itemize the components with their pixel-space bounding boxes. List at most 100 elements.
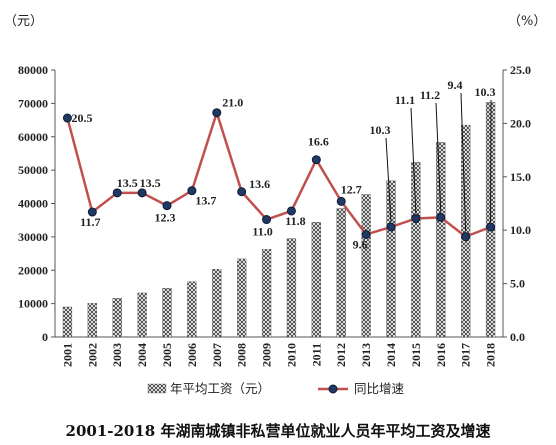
growth-point — [436, 212, 446, 222]
left-tick-label: 40000 — [18, 197, 48, 211]
growth-data-label: 13.5 — [140, 176, 161, 190]
x-tick-label: 2002 — [85, 343, 99, 367]
growth-point — [162, 201, 172, 211]
right-axis-unit: （%） — [508, 14, 547, 29]
growth-data-label: 13.6 — [249, 177, 270, 191]
wage-bar — [212, 269, 222, 338]
x-tick-label: 2018 — [484, 343, 498, 367]
growth-line — [62, 108, 496, 242]
x-tick-label: 2006 — [185, 343, 199, 367]
wage-bar — [187, 281, 197, 338]
growth-point — [237, 187, 247, 197]
growth-point — [386, 222, 396, 232]
growth-data-label: 11.7 — [80, 215, 100, 229]
wage-bar — [87, 303, 97, 338]
left-tick-label: 0 — [42, 330, 48, 344]
growth-data-label: 10.3 — [370, 123, 391, 137]
legend-bar-label: 年平均工资（元） — [170, 382, 270, 396]
right-tick-label: 15.0 — [510, 170, 531, 184]
growth-data-label: 11.1 — [395, 93, 415, 107]
chart-title: 2001-2018 年湖南城镇非私营单位就业人员年平均工资及增速 — [65, 422, 491, 440]
wage-bar — [311, 222, 321, 338]
x-tick-label: 2015 — [409, 343, 423, 367]
growth-data-label: 11.2 — [420, 88, 440, 102]
growth-point — [486, 222, 496, 232]
growth-data-label: 12.7 — [341, 182, 362, 196]
x-tick-label: 2011 — [309, 343, 323, 366]
wage-bar — [386, 180, 396, 338]
growth-point — [411, 213, 421, 223]
bars — [62, 102, 496, 338]
right-tick-label: 10.0 — [510, 223, 531, 237]
wage-bar — [336, 208, 346, 338]
x-tick-label: 2004 — [135, 343, 149, 367]
label-leader-line — [385, 137, 392, 223]
growth-point — [461, 232, 471, 242]
x-tick-label: 2008 — [235, 343, 249, 367]
wage-bar — [162, 288, 172, 338]
growth-point — [361, 229, 371, 239]
label-leader-line — [460, 92, 467, 232]
wage-bar — [411, 161, 421, 338]
wage-bar — [112, 298, 122, 338]
growth-data-label: 13.7 — [195, 194, 216, 208]
growth-line-path — [66, 108, 492, 239]
leader-lines — [385, 92, 492, 232]
wage-bar — [237, 258, 247, 338]
right-tick-label: 0.0 — [510, 330, 525, 344]
legend-bar-swatch — [147, 383, 167, 394]
x-tick-label: 2016 — [434, 343, 448, 367]
right-tick-label: 20.0 — [510, 116, 531, 130]
growth-data-label: 16.6 — [308, 135, 329, 149]
x-tick-label: 2013 — [359, 343, 373, 367]
growth-point — [62, 113, 72, 123]
wage-bar — [261, 249, 272, 338]
chart: 0 10000 20000 30000 40000 50000 60000 70000 8000… — [18, 63, 531, 396]
wage-bar — [436, 142, 446, 338]
growth-data-label: 13.5 — [117, 176, 138, 190]
growth-data-label: 9.6 — [353, 237, 368, 251]
right-tick-label: 25.0 — [510, 63, 531, 77]
left-axis-unit: （元） — [4, 14, 44, 29]
x-tick-label: 2009 — [260, 343, 274, 367]
label-leader-line — [410, 107, 417, 214]
wage-bar — [62, 306, 73, 338]
growth-data-label: 9.4 — [448, 78, 463, 92]
right-tick-label: 5.0 — [510, 277, 525, 291]
left-tick-label: 80000 — [18, 63, 48, 77]
growth-data-label: 20.5 — [71, 111, 92, 125]
wage-bar — [286, 238, 297, 338]
legend-line-marker — [328, 384, 338, 394]
left-tick-label: 50000 — [18, 163, 48, 177]
growth-point — [212, 108, 222, 118]
growth-point — [311, 155, 321, 165]
left-tick-label: 60000 — [18, 130, 48, 144]
left-tick-label: 10000 — [18, 297, 48, 311]
growth-data-label: 10.3 — [475, 85, 496, 99]
x-tick-label: 2003 — [110, 343, 124, 367]
data-labels: 20.5 11.7 13.5 13.5 12.3 13.7 21.0 13.6 11.0 11.8… — [71, 78, 495, 251]
x-tick-label: 2007 — [210, 343, 224, 367]
wage-bar — [137, 292, 147, 338]
growth-data-label: 11.0 — [252, 225, 272, 239]
growth-point — [137, 188, 147, 198]
axes: 0 10000 20000 30000 40000 50000 60000 70000 8000… — [18, 63, 531, 367]
growth-point — [112, 188, 122, 198]
legend-line-label: 同比增速 — [354, 381, 405, 396]
left-tick-label: 20000 — [18, 263, 48, 277]
x-tick-label: 2001 — [60, 343, 74, 367]
left-tick-label: 70000 — [18, 96, 48, 110]
growth-point — [187, 186, 197, 196]
growth-data-label: 11.8 — [285, 214, 305, 228]
label-leader-line — [435, 102, 442, 213]
growth-point — [262, 215, 272, 225]
growth-data-label: 21.0 — [222, 96, 243, 110]
x-tick-label: 2005 — [160, 343, 174, 367]
x-tick-label: 2017 — [459, 343, 473, 367]
growth-data-label: 12.3 — [155, 211, 176, 225]
left-tick-label: 30000 — [18, 230, 48, 244]
x-tick-label: 2012 — [334, 343, 348, 367]
growth-point — [336, 196, 346, 206]
x-tick-label: 2010 — [284, 343, 298, 367]
growth-point — [87, 207, 97, 217]
